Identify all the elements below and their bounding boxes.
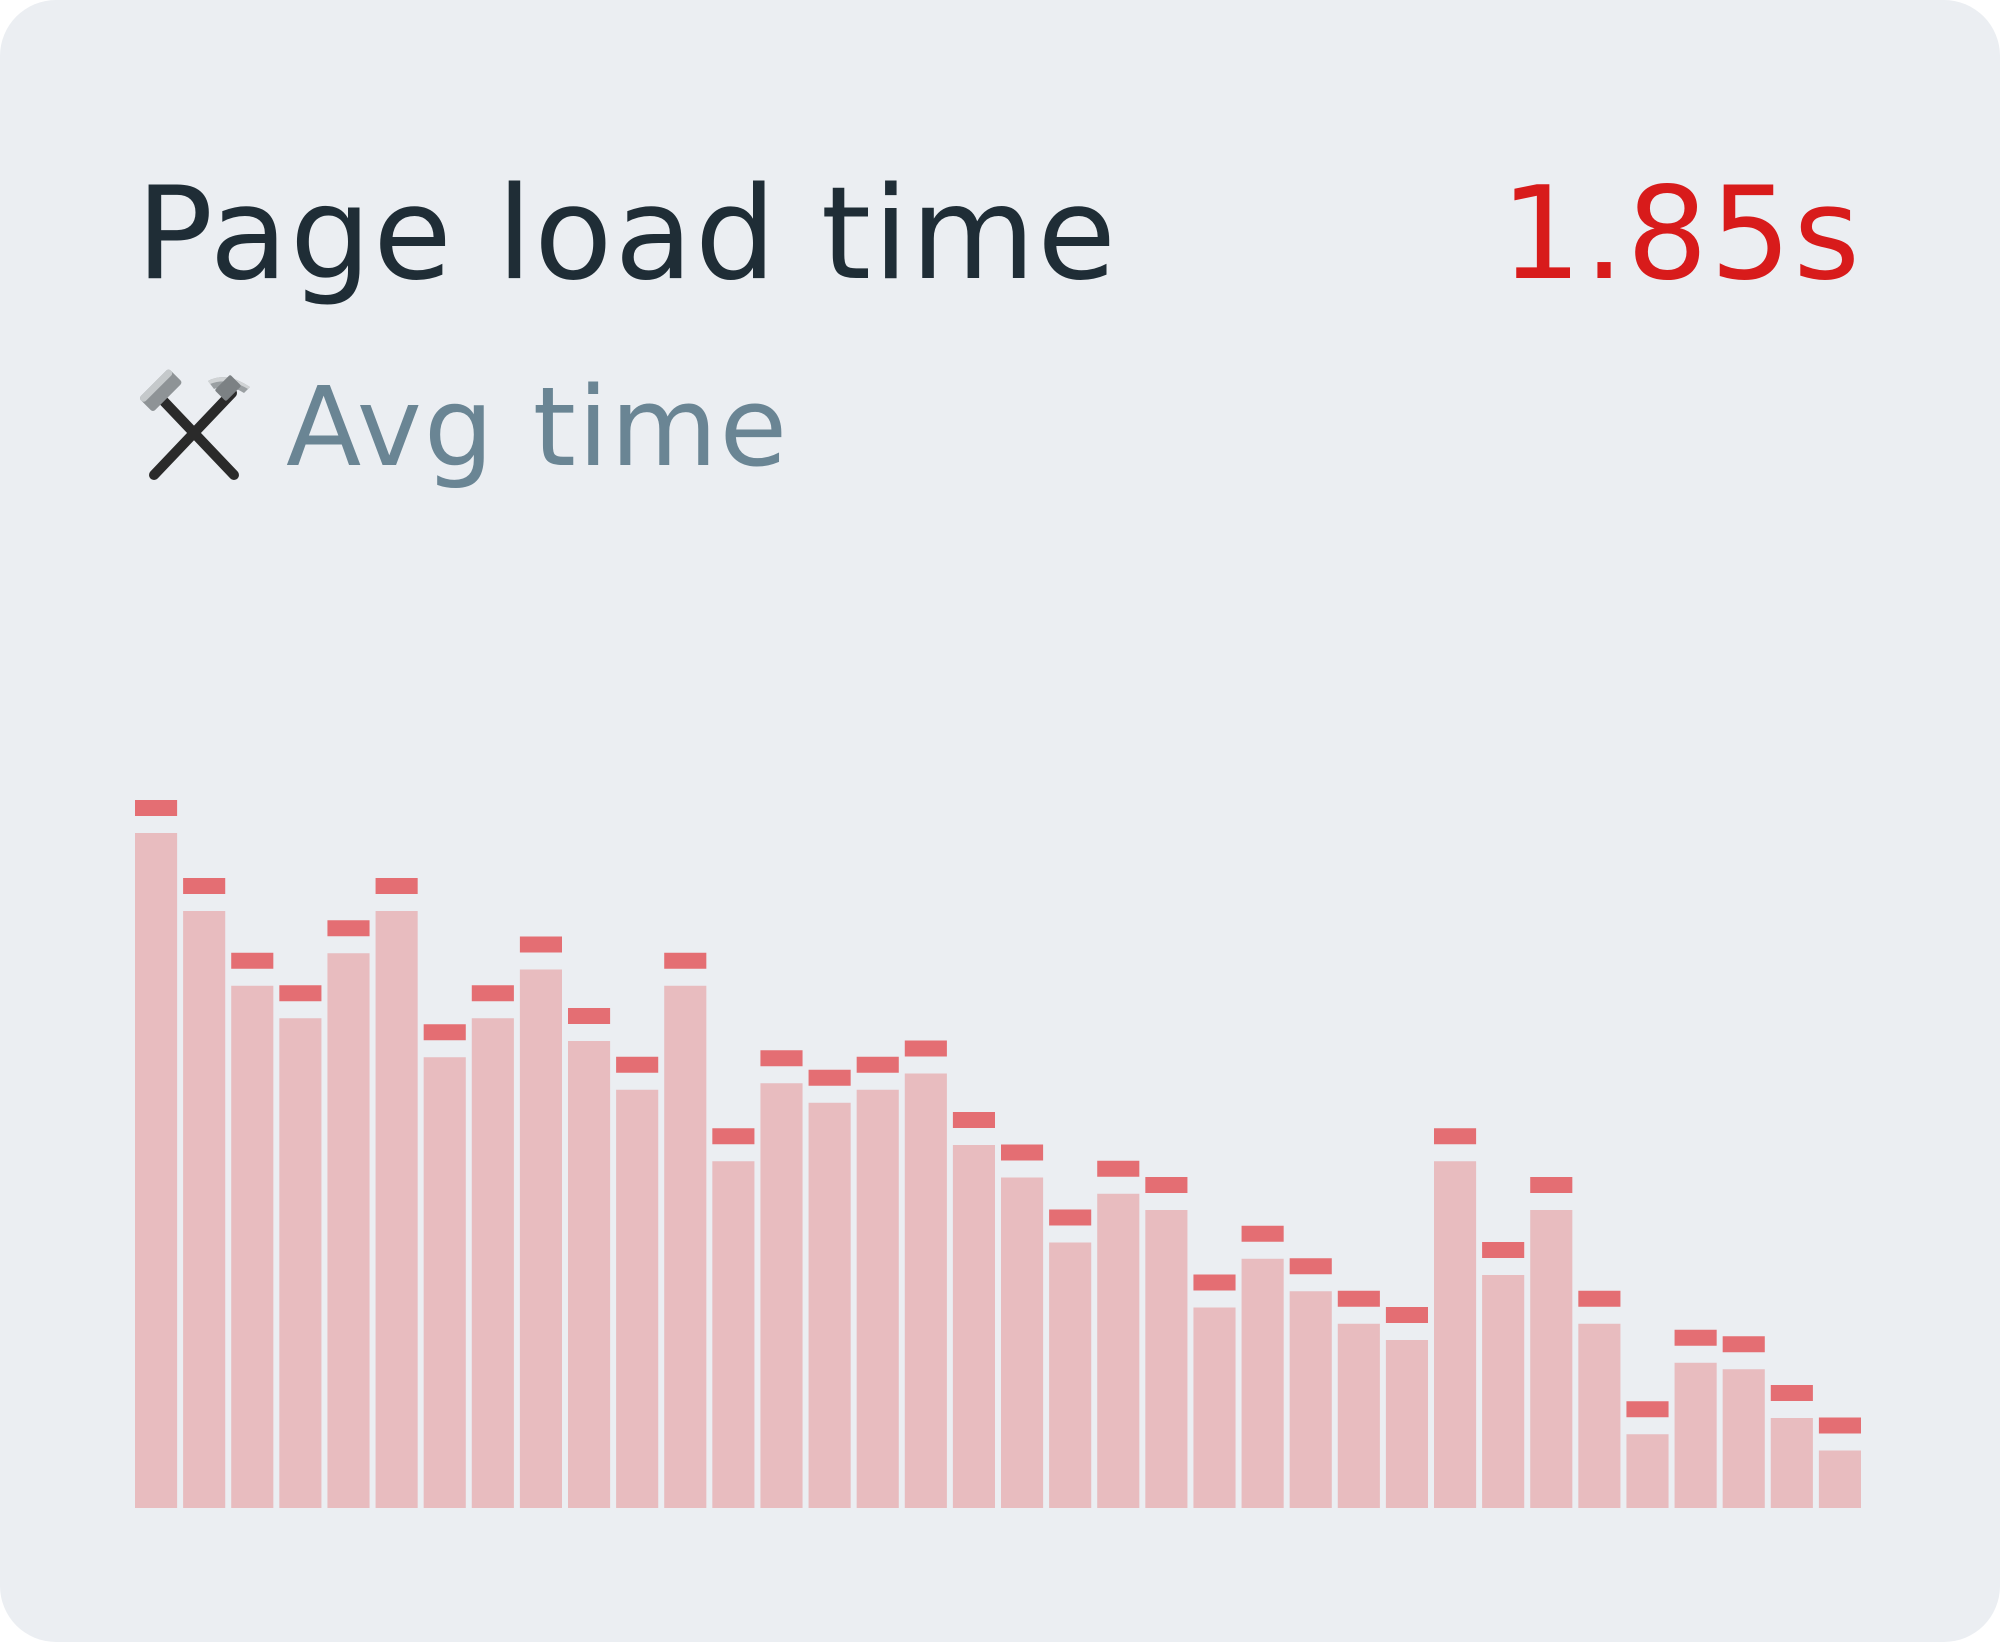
chart-bar [616,1089,659,1508]
chart-bar [1001,1177,1044,1508]
chart-bar [856,1089,899,1508]
chart-bar [1241,1258,1284,1508]
chart-bar-marker [1193,1274,1236,1291]
chart-bar-marker [1241,1225,1284,1242]
chart-bar-marker [1337,1290,1380,1307]
chart-bar-marker [1818,1417,1861,1434]
chart-bar-marker [1578,1290,1621,1307]
metric-value: 1.85s [1500,160,1862,309]
chart-bar-marker [712,1128,755,1145]
chart-bar-marker [183,878,226,894]
chart-bar-marker [1674,1329,1717,1346]
chart-bar [1482,1275,1525,1508]
card-title: Page load time [136,160,1118,309]
chart-bar [231,985,274,1508]
chart-bar-marker [1289,1258,1332,1275]
chart-bar [904,1073,947,1508]
chart-bar-marker [952,1112,995,1128]
chart-bar [1818,1450,1861,1508]
chart-bar-marker [1097,1160,1140,1177]
chart-bar [279,1018,322,1508]
chart-bar [1145,1210,1188,1508]
chart-bar-marker [760,1050,803,1067]
chart-bar [1578,1323,1621,1508]
chart-bar [568,1041,611,1508]
chart-bar-marker [1722,1336,1765,1353]
chart-bar [135,833,178,1508]
chart-bar-marker [856,1056,899,1073]
chart-bar-marker [664,952,707,969]
chart-bar [519,969,562,1508]
chart-bar [375,911,418,1508]
chart-bar [712,1161,755,1508]
chart-bar-marker [1434,1128,1477,1145]
chart-bar [1626,1434,1669,1508]
chart-bar [1722,1369,1765,1508]
subtitle-label: Avg time [286,363,790,491]
chart-bar [1097,1193,1140,1508]
metric-subtitle: Avg time [134,362,789,492]
hammer-and-pick-icon [140,369,250,480]
chart-bar-marker [519,936,562,953]
chart-bar-marker [375,878,418,894]
chart-bar [808,1102,851,1508]
chart-bar-marker [471,985,514,1002]
chart-bar-marker [1001,1144,1044,1161]
chart-bar-marker [808,1069,851,1086]
chart-bar-marker [904,1040,947,1057]
chart-bar [1289,1291,1332,1508]
chart-bar-marker [1626,1401,1669,1418]
chart-bar-marker [1049,1209,1092,1226]
chart-bar [1674,1362,1717,1508]
chart-bar [327,953,370,1508]
chart-bar-marker [327,920,370,937]
chart-bar [1530,1210,1573,1508]
chart-bar-marker [1145,1177,1188,1193]
chart-bar [1385,1340,1428,1508]
chart-bar [183,911,226,1508]
chart-bar-marker [423,1024,466,1041]
chart-bar-marker [1530,1177,1573,1193]
chart-bar [664,985,707,1508]
chart-bar [1770,1418,1813,1508]
chart-bar [1193,1307,1236,1508]
chart-bar-marker [1482,1242,1525,1258]
chart-bar-marker [135,800,178,816]
chart-bar [423,1057,466,1508]
chart-bar [952,1145,995,1508]
chart-bar [1337,1323,1380,1508]
chart-bar-marker [1770,1385,1813,1401]
chart-bar [1434,1161,1477,1508]
chart-bar-marker [616,1056,659,1073]
chart-bar [760,1083,803,1508]
chart-bar-marker [568,1008,611,1024]
chart-bar [1049,1242,1092,1508]
chart-bar-marker [1385,1307,1428,1323]
chart-bar-marker [279,985,322,1002]
chart-bar [471,1018,514,1508]
chart-bar-marker [231,952,274,969]
